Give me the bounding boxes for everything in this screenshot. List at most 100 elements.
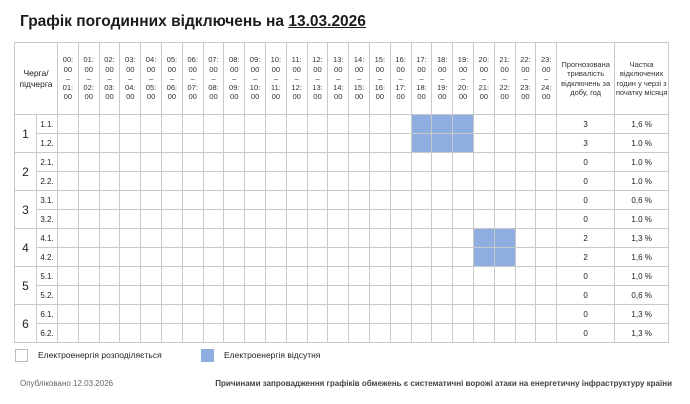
hour-to: 00 <box>167 92 177 102</box>
duration-value: 0 <box>556 304 616 324</box>
power-cell <box>410 228 433 248</box>
power-cell <box>202 285 225 305</box>
power-cell <box>264 114 287 134</box>
subqueue-label: 5.2. <box>36 285 58 305</box>
power-cell <box>431 171 454 191</box>
hour-column-header: 01: 00–02: 00 <box>77 42 100 115</box>
power-cell <box>452 247 474 267</box>
hour-from: 20: <box>478 55 490 65</box>
power-cell <box>348 323 370 343</box>
power-cell <box>202 247 225 267</box>
power-cell <box>202 323 225 343</box>
legend-on: Електроенергія розподіляється <box>15 348 162 362</box>
queue-group-label: 2 <box>14 152 37 191</box>
power-cell <box>493 114 516 134</box>
hour-to: 23: <box>520 83 531 93</box>
share-value: 1,6 % <box>614 247 670 267</box>
power-cell <box>119 266 142 286</box>
share-value: 1,3 % <box>614 304 670 324</box>
power-cell <box>160 190 183 210</box>
power-cell <box>327 171 350 191</box>
hour-column-header: 11: 00–12: 00 <box>285 42 308 115</box>
hour-to: 21: <box>478 83 490 93</box>
power-cell <box>98 285 121 305</box>
power-cell <box>306 285 329 305</box>
subqueue-label: 1.2. <box>36 133 58 153</box>
hour-dash: – <box>169 73 174 83</box>
power-cell <box>410 171 433 191</box>
power-cell <box>77 266 100 286</box>
hour-from: 00: <box>62 55 74 65</box>
power-cell <box>493 190 516 210</box>
power-cell <box>57 285 79 305</box>
hour-dash: – <box>460 73 466 83</box>
duration-value: 0 <box>556 209 616 229</box>
power-cell <box>264 266 287 286</box>
hour-to: 17: <box>395 83 406 93</box>
power-cell <box>223 152 246 172</box>
hour-to: 00 <box>458 92 468 102</box>
hour-from: 00 <box>479 64 489 74</box>
power-cell <box>285 228 308 248</box>
hour-column-header: 06: 00–07: 00 <box>181 42 204 115</box>
power-cell <box>535 152 558 172</box>
power-cell <box>57 133 79 153</box>
power-cell <box>202 304 225 324</box>
power-cell <box>348 209 370 229</box>
power-cell <box>535 171 558 191</box>
power-cell <box>202 266 225 286</box>
duration-value: 2 <box>556 247 616 267</box>
power-cell <box>140 171 162 191</box>
power-cell <box>306 323 329 343</box>
power-cell <box>535 228 558 248</box>
power-cell <box>140 247 162 267</box>
legend-on-label: Електроенергія розподіляється <box>38 350 162 360</box>
hour-to: 19: <box>436 83 448 93</box>
power-cell <box>264 285 287 305</box>
power-cell <box>140 266 162 286</box>
power-cell <box>514 209 537 229</box>
table-row: 2 2.1. 0 1.0 % <box>14 152 670 191</box>
share-value: 1.0 % <box>614 171 670 191</box>
hour-column-header: 20: 00–21: 00 <box>472 42 495 115</box>
hour-from: 00 <box>250 64 260 74</box>
power-cell <box>264 171 287 191</box>
hour-column-header: 21: 00–22: 00 <box>493 42 516 115</box>
power-cell <box>77 209 100 229</box>
power-cell <box>431 285 454 305</box>
power-cell <box>244 171 266 191</box>
power-cell <box>285 266 308 286</box>
share-column-header: Частка відключених годин у черзі з почат… <box>614 42 670 115</box>
hour-from: 08: <box>228 55 240 65</box>
subqueue-label: 2.1. <box>36 152 58 172</box>
hour-from: 22: <box>520 55 531 65</box>
table-row: 2.2. 0 1.0 % <box>15 171 670 191</box>
table-row: 5 5.1. 0 1,0 % <box>14 266 670 305</box>
power-cell <box>514 228 537 248</box>
hour-from: 00 <box>84 64 93 74</box>
outage-cell <box>431 114 454 134</box>
power-cell <box>327 247 350 267</box>
hour-from: 10: <box>270 55 282 65</box>
hour-column-header: 03: 00–04: 00 <box>119 42 142 115</box>
hour-to: 11: <box>270 83 281 93</box>
power-cell <box>119 114 142 134</box>
power-cell <box>202 190 225 210</box>
power-cell <box>77 114 100 134</box>
hour-column-header: 23: 00–24: 00 <box>535 42 558 115</box>
hour-from: 23: <box>540 55 552 65</box>
power-cell <box>452 152 474 172</box>
power-cell <box>140 209 162 229</box>
power-cell <box>389 190 412 210</box>
hour-to: 20: <box>457 83 469 93</box>
power-cell <box>348 152 370 172</box>
outage-cell <box>452 114 474 134</box>
hour-to: 00 <box>209 92 218 102</box>
power-cell <box>140 323 162 343</box>
hour-dash: – <box>315 73 320 83</box>
power-cell <box>264 304 287 324</box>
hour-from: 00 <box>167 64 177 74</box>
hour-to: 07: <box>187 83 198 93</box>
power-cell <box>368 304 391 324</box>
power-cell <box>264 228 287 248</box>
